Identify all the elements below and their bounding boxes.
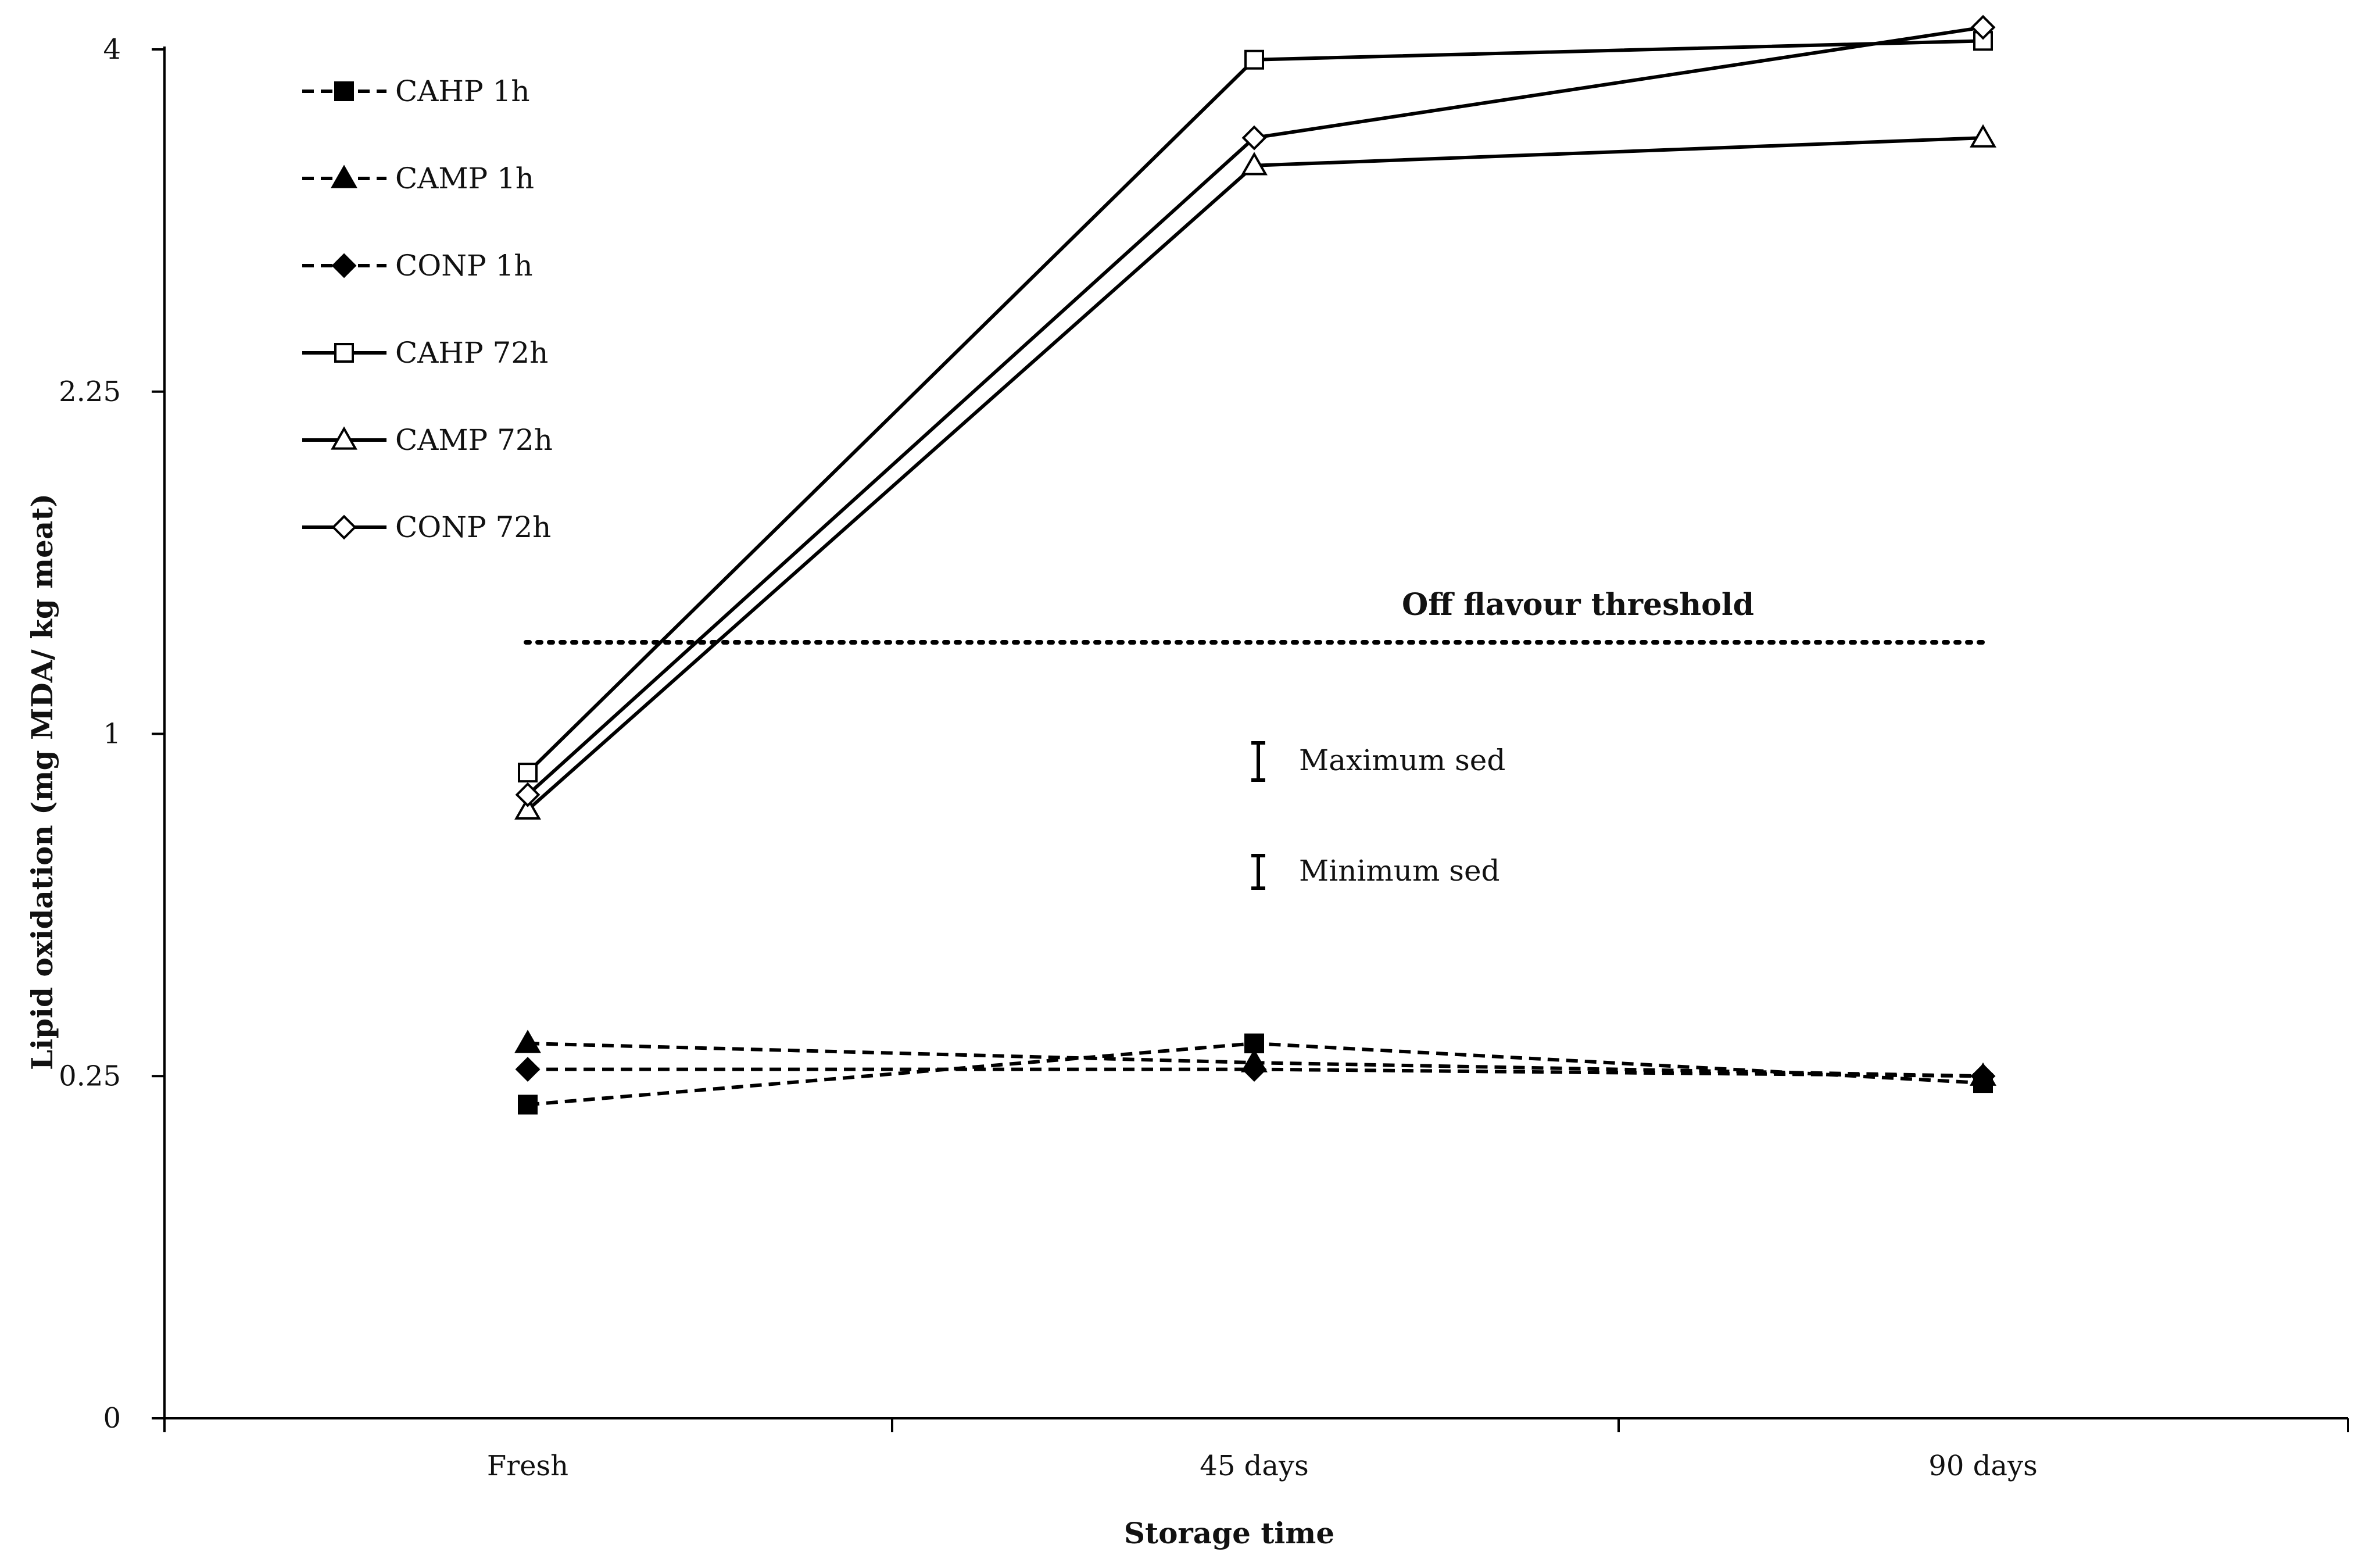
x-tick-label: Fresh (487, 1450, 568, 1482)
x-axis-title: Storage time (1124, 1516, 1334, 1550)
legend-item: CONP 72h (302, 510, 551, 544)
y-tick-label: 1 (103, 718, 121, 750)
series-line (526, 39, 1984, 774)
legend-marker (334, 343, 354, 363)
series-camp-72h (514, 124, 1996, 820)
data-point (518, 1095, 538, 1115)
series-group (514, 15, 1996, 1115)
min-sed-bar (1251, 854, 1265, 890)
x-tick-label: 90 days (1928, 1450, 2037, 1482)
y-tick-label: 0.25 (59, 1060, 121, 1092)
data-point (514, 1029, 541, 1053)
max-sed-bar (1251, 741, 1265, 782)
legend-label: CONP 1h (395, 249, 533, 282)
data-point (1241, 125, 1267, 151)
axes: 0 0.25 1 2.25 4 Fresh 45 days 90 days Storage ti… (25, 33, 2349, 1550)
threshold-group: Off flavour threshold (524, 587, 1985, 645)
series-conp-1h (515, 1057, 1996, 1089)
min-sed-label: Minimum sed (1299, 854, 1500, 888)
legend-label: CAHP 1h (395, 74, 530, 108)
legend-item: CAHP 1h (302, 74, 530, 108)
max-sed-label: Maximum sed (1299, 743, 1505, 777)
legend-marker (331, 165, 357, 188)
legend-marker (334, 81, 354, 101)
legend-label: CONP 72h (395, 510, 551, 544)
legend-label: CAMP 72h (395, 423, 553, 457)
series-line (527, 136, 1984, 811)
legend-item: CAHP 72h (302, 336, 548, 370)
legend-marker (331, 514, 357, 540)
legend-item: CAMP 72h (302, 423, 553, 457)
error-bar-key: Maximum sed Minimum sed (1251, 741, 1505, 890)
data-point (1244, 49, 1264, 70)
legend-label: CAHP 72h (395, 336, 548, 370)
data-point (1970, 15, 1996, 40)
legend-marker (331, 253, 357, 278)
legend-item: CAMP 1h (302, 162, 534, 195)
data-point (1241, 1057, 1267, 1082)
data-point (514, 796, 541, 820)
series-conp-72h (515, 15, 1996, 807)
y-tick-label: 4 (103, 33, 121, 66)
legend-item: CONP 1h (302, 249, 533, 282)
data-point (515, 1057, 541, 1082)
legend-marker (331, 426, 357, 450)
y-axis-title: Lipid oxidation (mg MDA/ kg meat) (25, 494, 59, 1070)
x-tick-label: 45 days (1200, 1450, 1308, 1482)
series-cahp-72h (518, 31, 1993, 783)
legend: CAHP 1h CAMP 1h CONP 1h CAHP 72h CAMP 72h CON… (302, 74, 553, 544)
legend-label: CAMP 1h (395, 162, 534, 195)
data-point (515, 782, 541, 807)
data-point (1970, 124, 1996, 148)
y-tick-label: 2.25 (59, 376, 121, 408)
threshold-label: Off flavour threshold (1402, 587, 1754, 623)
data-point (518, 763, 538, 783)
y-tick-label: 0 (103, 1402, 121, 1435)
data-point (1970, 1063, 1996, 1089)
data-point (1241, 152, 1268, 176)
